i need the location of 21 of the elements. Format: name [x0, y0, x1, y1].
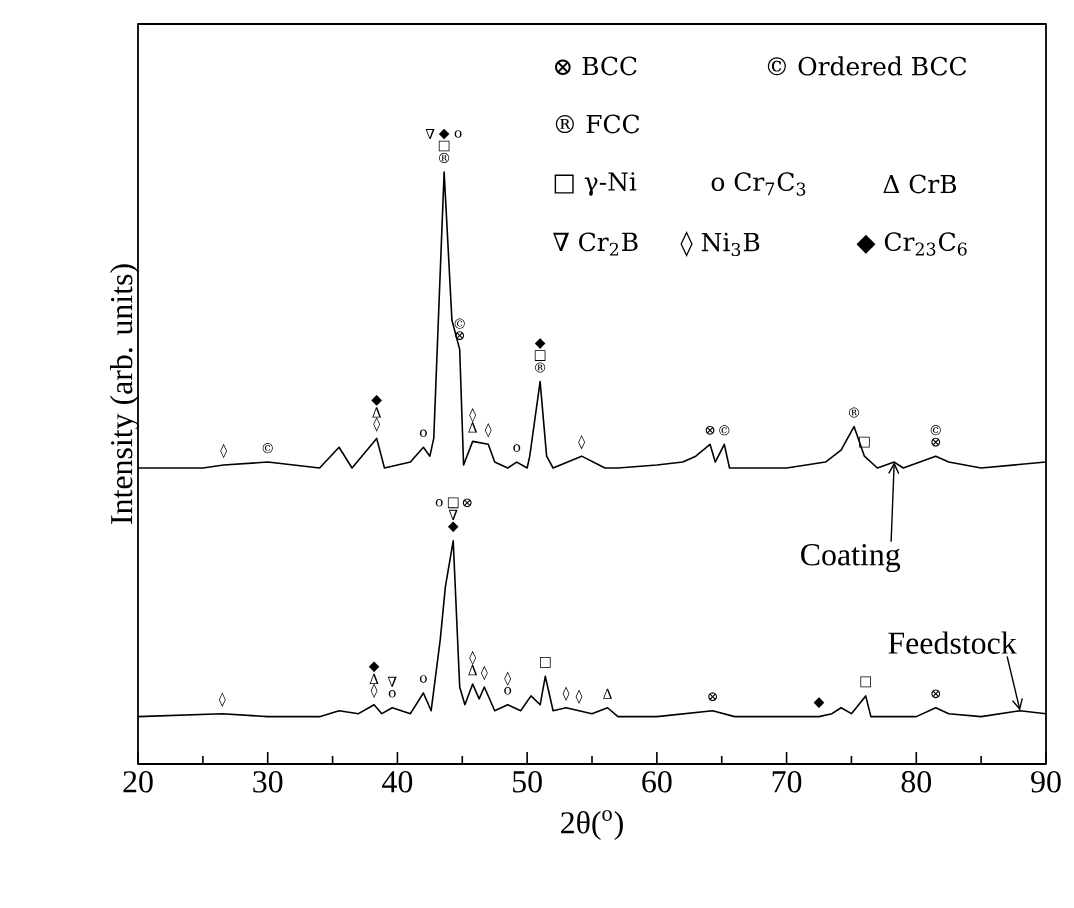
x-tick-label: 80	[901, 771, 932, 793]
y-axis-title: Intensity (arb. units)	[109, 264, 139, 524]
annotation: Δ CrB	[883, 174, 957, 194]
annotation: □ γ-Ni	[554, 172, 637, 196]
text: Coating	[801, 544, 901, 573]
x-tick-label: 70	[772, 771, 802, 793]
x-tick-label: 50	[513, 771, 542, 793]
annotation: ◆ Cr$_{23}$C$_{6}$	[856, 232, 967, 256]
text: ® FCC	[555, 114, 640, 134]
annotation: o Cr$_{7}$C$_{3}$	[711, 172, 806, 196]
annotation: ◊ Ni$_{3}$B	[680, 231, 760, 257]
text: © Ordered BCC	[767, 56, 967, 76]
series-label: Feedstock	[888, 631, 1017, 654]
text: ⊗ BCC	[555, 56, 637, 76]
x-axis-title: 2θ($^{o}$)	[561, 810, 623, 841]
x-tick-label: 40	[382, 771, 413, 793]
annotation: ∇ Cr$_{2}$B	[553, 232, 638, 256]
x-tick-label: 60	[642, 771, 672, 793]
x-tick-label: 90	[1031, 771, 1061, 793]
x-tick-label: 30	[253, 771, 283, 793]
x-tick-label: 20	[123, 771, 153, 793]
